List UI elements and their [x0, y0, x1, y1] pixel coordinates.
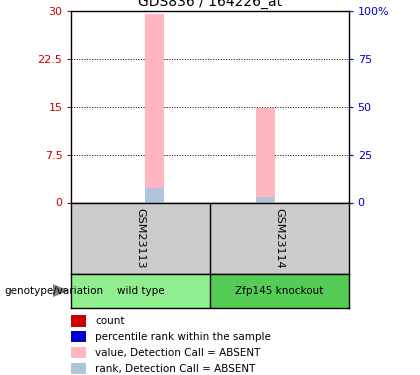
Bar: [145, 14, 164, 202]
Bar: [71, 274, 210, 308]
Bar: [71, 347, 86, 358]
Bar: [210, 274, 349, 308]
Text: GSM23114: GSM23114: [274, 208, 284, 268]
Polygon shape: [52, 284, 69, 297]
Text: rank, Detection Call = ABSENT: rank, Detection Call = ABSENT: [95, 364, 256, 374]
Bar: [256, 108, 275, 202]
Text: GSM23113: GSM23113: [136, 208, 146, 268]
Bar: [71, 331, 86, 342]
Text: Zfp145 knockout: Zfp145 knockout: [235, 286, 323, 296]
Bar: [71, 315, 86, 327]
Text: percentile rank within the sample: percentile rank within the sample: [95, 332, 271, 342]
Text: wild type: wild type: [117, 286, 165, 296]
Text: count: count: [95, 316, 125, 326]
Bar: [145, 188, 164, 202]
Bar: [256, 197, 275, 202]
Text: value, Detection Call = ABSENT: value, Detection Call = ABSENT: [95, 348, 261, 358]
Text: genotype/variation: genotype/variation: [4, 286, 103, 296]
Bar: [71, 363, 86, 374]
Title: GDS836 / 164226_at: GDS836 / 164226_at: [138, 0, 282, 9]
